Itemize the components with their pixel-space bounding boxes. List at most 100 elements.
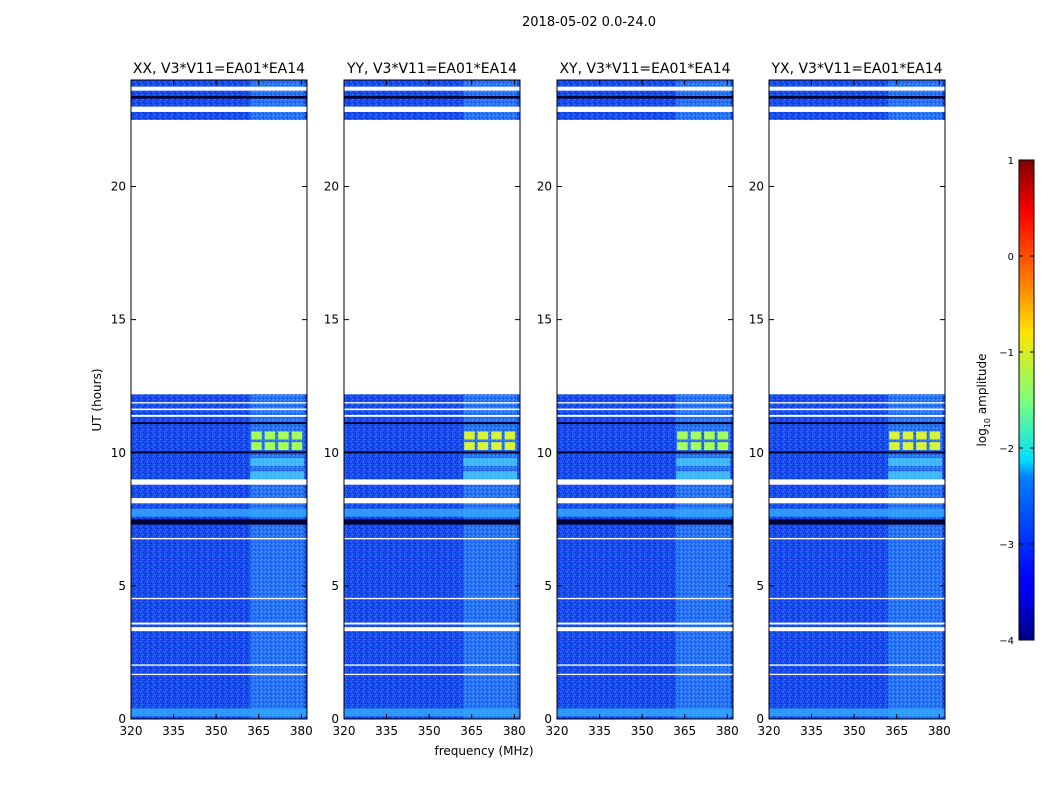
- rfi-block: [717, 442, 729, 451]
- figure-suptitle: 2018-05-02 0.0-24.0: [522, 15, 656, 30]
- flag-gap: [344, 498, 520, 504]
- rfi-band: [463, 80, 518, 120]
- x-tick-label: 365: [885, 724, 908, 738]
- y-tick-label: 5: [118, 579, 126, 593]
- flag-gap: [557, 106, 733, 112]
- rfi-band: [888, 80, 943, 120]
- flag-gap: [344, 664, 520, 666]
- dark-row: [344, 422, 520, 425]
- flag-gap: [557, 408, 733, 411]
- rfi-block: [902, 442, 914, 451]
- colorbar-tick-label: 1: [1008, 156, 1014, 167]
- colorbar-label-subscript: 10: [983, 418, 992, 428]
- rfi-block: [888, 471, 943, 480]
- dark-row: [557, 519, 733, 525]
- rfi-block: [291, 442, 303, 451]
- y-tick-label: 10: [537, 446, 552, 460]
- panel-3: XY, V3*V11=EA01*EA14 320 335 350 365 380 0 5 10 1…: [537, 61, 739, 738]
- flag-gap: [131, 119, 307, 395]
- band-stripe: [131, 708, 307, 717]
- flag-gap: [769, 627, 945, 632]
- rfi-block: [504, 442, 516, 451]
- colorbar-ticks: −4 −3 −2 −1 0 1: [999, 156, 1034, 647]
- colorbar-label: log10 amplitude: [975, 354, 992, 447]
- flag-gap: [769, 86, 945, 91]
- panel-title: YY, V3*V11=EA01*EA14: [346, 61, 517, 77]
- rfi-block: [889, 442, 900, 451]
- rfi-block: [690, 442, 702, 451]
- flag-gap: [131, 402, 307, 404]
- dark-row: [769, 95, 945, 99]
- flag-gap: [131, 627, 307, 632]
- band-stripe: [769, 508, 945, 517]
- y-tick-label: 20: [111, 180, 126, 194]
- flag-gap: [344, 622, 520, 625]
- band-stripe: [344, 508, 520, 517]
- flag-gap: [131, 414, 307, 417]
- x-tick-label: 335: [375, 724, 398, 738]
- band-stripe: [769, 708, 945, 717]
- flag-gap: [557, 673, 733, 676]
- flag-gap: [344, 408, 520, 411]
- dark-row: [769, 451, 945, 454]
- rfi-block: [704, 431, 715, 440]
- x-tick-label: 365: [673, 724, 696, 738]
- y-tick-label: 10: [749, 446, 764, 460]
- x-tick-label: 335: [162, 724, 185, 738]
- flag-gap: [344, 86, 520, 91]
- rfi-block: [250, 471, 305, 480]
- colorbar-tick-label: −3: [999, 540, 1014, 551]
- x-tick-label: 350: [843, 724, 866, 738]
- dark-row: [769, 519, 945, 525]
- flag-gap: [557, 627, 733, 632]
- rfi-block: [902, 431, 914, 440]
- y-tick-label: 5: [544, 579, 552, 593]
- y-tick-label: 5: [331, 579, 339, 593]
- rfi-block: [291, 431, 303, 440]
- flag-gap: [344, 673, 520, 676]
- band-stripe: [557, 708, 733, 717]
- plot-frame: [768, 79, 946, 720]
- flag-gap: [557, 479, 733, 485]
- y-tick-label: 15: [324, 313, 339, 327]
- panel-title: XY, V3*V11=EA01*EA14: [559, 61, 730, 77]
- rfi-block: [677, 442, 688, 451]
- flag-gap: [131, 479, 307, 485]
- rfi-block: [916, 442, 927, 451]
- flag-gap: [769, 479, 945, 485]
- x-tick-label: 335: [588, 724, 611, 738]
- y-tick-label: 10: [324, 446, 339, 460]
- y-tick-label: 0: [118, 712, 126, 726]
- flag-gap: [557, 119, 733, 395]
- dark-row: [131, 95, 307, 99]
- flag-gap: [131, 408, 307, 411]
- rfi-block: [463, 458, 518, 467]
- y-tick-label: 15: [111, 313, 126, 327]
- dark-row: [557, 95, 733, 99]
- band-stripe: [344, 708, 520, 717]
- flag-gap: [557, 597, 733, 600]
- flag-gap: [344, 106, 520, 112]
- flag-gap: [769, 664, 945, 666]
- x-tick-label: 320: [546, 724, 569, 738]
- x-tick-label: 380: [716, 724, 739, 738]
- flag-gap: [344, 537, 520, 540]
- rfi-block: [929, 442, 941, 451]
- x-tick-label: 380: [290, 724, 313, 738]
- rfi-block: [717, 431, 729, 440]
- flag-gap: [769, 537, 945, 540]
- rfi-block: [916, 431, 927, 440]
- flag-gap: [131, 673, 307, 676]
- rfi-block: [491, 442, 502, 451]
- colorbar-tick-label: −4: [999, 636, 1014, 647]
- y-tick-label: 10: [111, 446, 126, 460]
- band-stripe: [557, 508, 733, 517]
- dark-row: [131, 451, 307, 454]
- panel-2: YY, V3*V11=EA01*EA14 320 335 350 365 380 0 5 10 1…: [324, 61, 526, 738]
- flag-gap: [344, 479, 520, 485]
- x-tick-label: 320: [758, 724, 781, 738]
- flag-gap: [344, 627, 520, 632]
- dark-row: [131, 519, 307, 525]
- rfi-block: [278, 442, 289, 451]
- colorbar-tick-label: −1: [999, 348, 1014, 359]
